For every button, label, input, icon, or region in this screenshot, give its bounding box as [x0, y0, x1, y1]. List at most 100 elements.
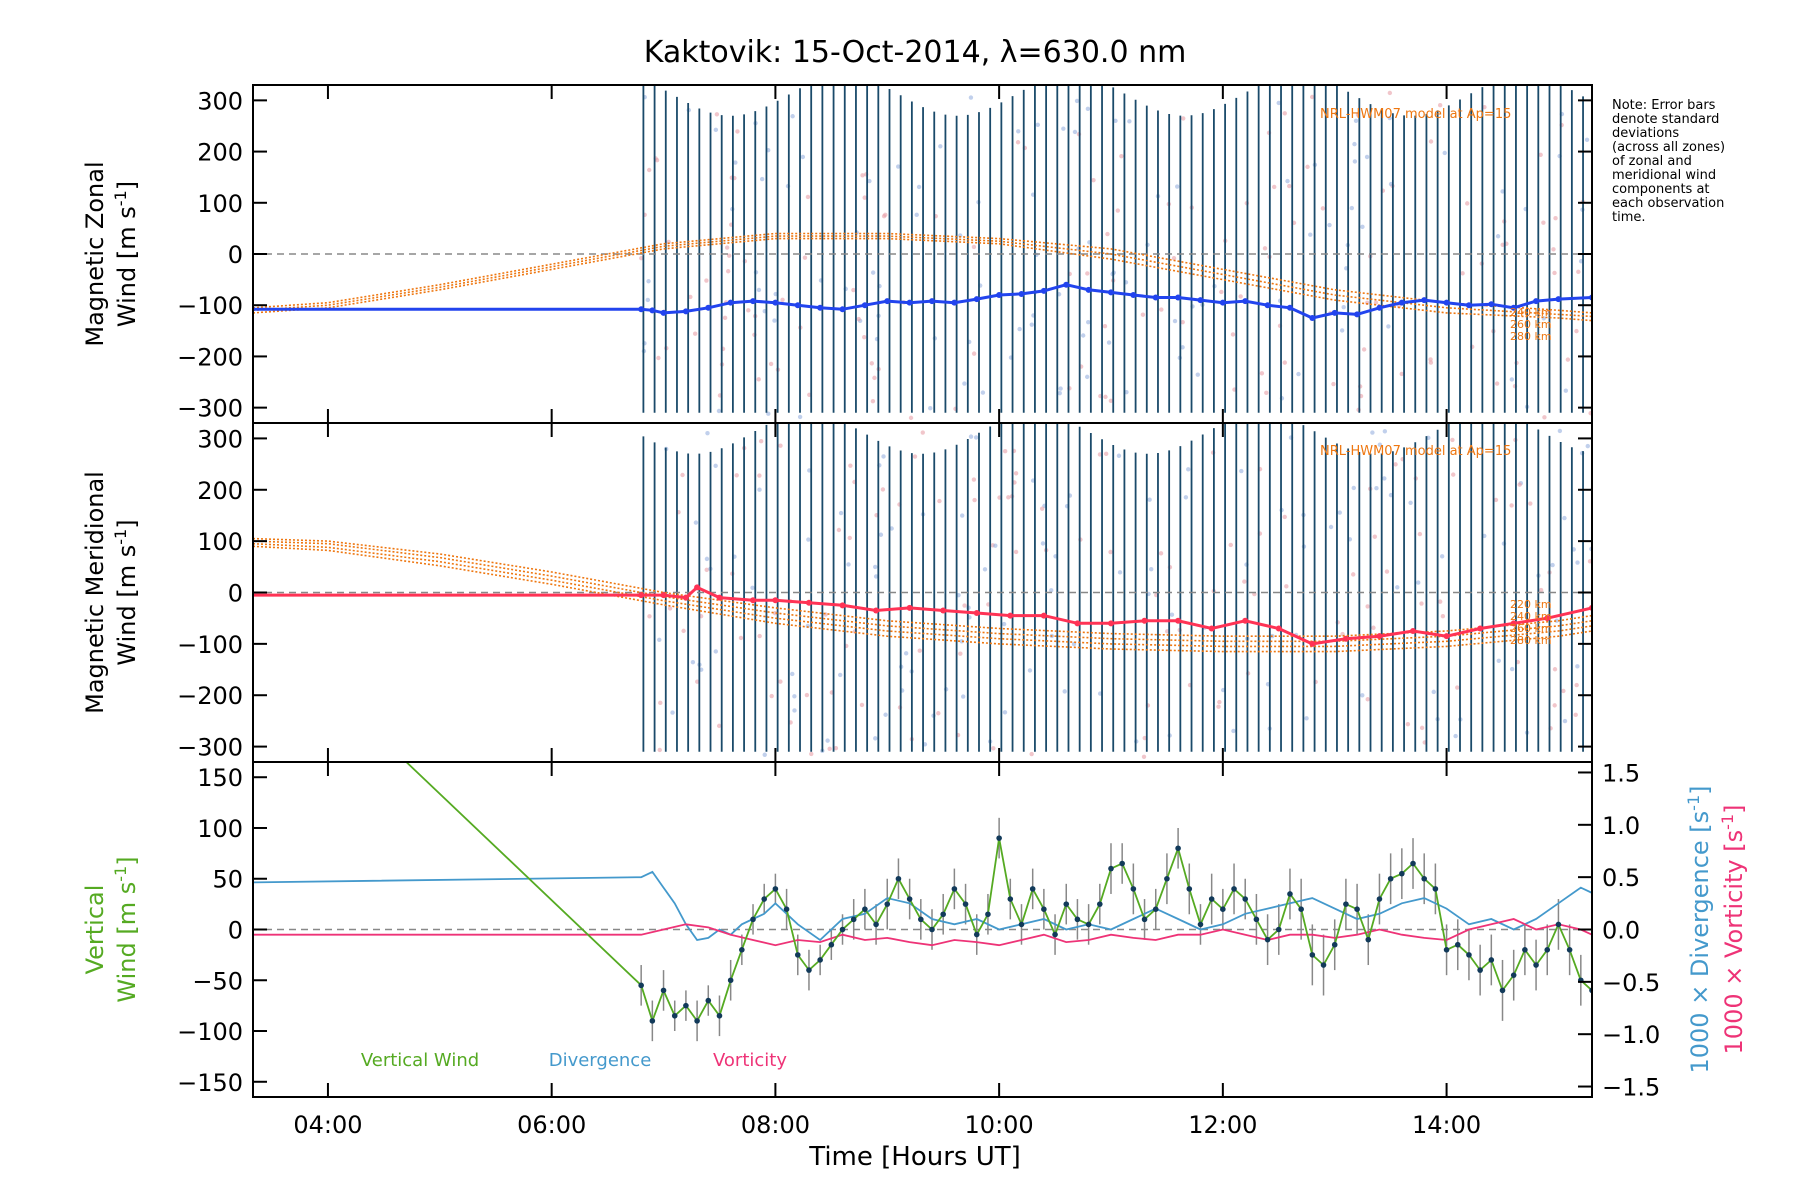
mean-wind-point: [1063, 281, 1070, 288]
mean-wind-point: [906, 299, 913, 306]
vertical-wind-point: [1197, 921, 1204, 928]
mean-wind-point: [1443, 633, 1450, 640]
zone-sample-point: [1353, 118, 1359, 124]
mean-wind-point: [1398, 299, 1405, 306]
zone-sample-point: [724, 245, 730, 250]
zone-sample-point: [870, 270, 876, 275]
zone-sample-point: [1183, 495, 1189, 500]
mean-wind-point: [750, 298, 757, 305]
mean-wind-point: [884, 298, 891, 305]
zone-sample-point: [1057, 390, 1062, 396]
mean-wind-point: [694, 584, 701, 591]
vertical-wind-point: [1365, 936, 1372, 943]
zone-sample-point: [658, 700, 663, 706]
zone-sample-point: [1337, 510, 1342, 515]
zone-sample-point: [958, 651, 963, 656]
zone-sample-point: [1086, 319, 1091, 325]
zone-sample-point: [1049, 588, 1054, 593]
zone-sample-point: [1453, 733, 1458, 739]
zone-sample-point: [804, 692, 810, 698]
zone-sample-point: [1351, 485, 1356, 491]
zone-sample-point: [1127, 119, 1132, 124]
hwm-altitude-label: 240 km: [1510, 610, 1552, 623]
zone-sample-point: [959, 639, 964, 644]
zone-sample-point: [1259, 371, 1265, 376]
zone-sample-point: [1387, 115, 1392, 121]
zone-sample-point: [1365, 697, 1370, 702]
mean-wind-point: [951, 299, 958, 306]
mean-wind-point: [649, 307, 656, 314]
zone-sample-point: [962, 381, 967, 386]
zone-sample-point: [757, 473, 762, 478]
zone-sample-point: [1015, 140, 1021, 145]
zone-sample-point: [722, 315, 728, 321]
zone-sample-point: [656, 355, 661, 361]
vertical-wind-point: [1477, 967, 1483, 973]
y-tick-label: −150: [177, 1069, 243, 1097]
mean-wind-point: [1264, 302, 1271, 309]
zone-sample-point: [805, 194, 811, 200]
zone-sample-point: [1565, 357, 1571, 362]
zone-sample-point: [1195, 372, 1200, 377]
zone-sample-point: [1124, 389, 1129, 395]
zone-sample-point: [690, 659, 696, 665]
zone-sample-point: [1387, 90, 1393, 96]
zone-sample-point: [860, 173, 865, 178]
vertical-wind-point: [1007, 896, 1014, 902]
zone-sample-point: [1352, 159, 1358, 164]
y-tick-label: −300: [177, 734, 243, 762]
zone-sample-point: [960, 513, 965, 518]
zone-sample-point: [756, 377, 761, 382]
zone-sample-point: [725, 269, 731, 274]
vertical-wind-point: [929, 926, 935, 933]
y-tick-label: 200: [197, 139, 243, 167]
note-line: Note: Error bars: [1612, 98, 1716, 113]
zone-sample-point: [1575, 560, 1580, 565]
hwm-altitude-label: 280 km: [1510, 330, 1552, 343]
vertical-wind-point: [683, 1002, 689, 1009]
vertical-wind-point: [1208, 896, 1215, 902]
vertical-wind-point: [918, 916, 924, 923]
y-tick-label: 300: [197, 87, 243, 115]
zone-sample-point: [889, 526, 894, 531]
zone-sample-point: [1538, 587, 1544, 593]
zone-sample-point: [851, 287, 856, 293]
zone-sample-point: [1242, 579, 1247, 584]
zone-sample-point: [1296, 371, 1301, 377]
zone-sample-point: [1552, 667, 1558, 672]
zone-sample-point: [1172, 318, 1178, 324]
zone-sample-point: [1372, 534, 1378, 539]
zone-sample-point: [1438, 599, 1443, 604]
zone-sample-point: [1180, 320, 1185, 325]
zone-sample-point: [772, 318, 777, 323]
y-tick-label: 0: [228, 580, 243, 608]
mean-wind-point: [1152, 294, 1159, 301]
zone-sample-point: [862, 195, 867, 200]
y-axis-label: Magnetic Meridional: [81, 471, 109, 714]
vertical-wind-point: [1544, 947, 1551, 953]
zone-sample-point: [1352, 141, 1357, 147]
vertical-wind-point: [828, 941, 835, 948]
zone-sample-point: [792, 708, 797, 713]
zone-sample-point: [1562, 515, 1567, 521]
y-tick-label: −100: [177, 292, 243, 320]
zone-sample-point: [1039, 506, 1045, 511]
zone-sample-point: [1437, 103, 1443, 108]
y-axis-label-superscript: -1: [111, 866, 130, 882]
mean-wind-point: [1141, 617, 1148, 624]
vertical-wind-point: [973, 931, 980, 938]
zone-sample-point: [1393, 462, 1398, 467]
mean-wind-point: [1175, 617, 1182, 624]
mean-wind-point: [1376, 633, 1383, 640]
x-tick-label: 12:00: [1188, 1111, 1257, 1139]
zone-sample-point: [1158, 551, 1164, 556]
y2-tick-label: 0.5: [1602, 864, 1640, 892]
zone-sample-point: [1364, 154, 1370, 160]
zone-sample-point: [916, 184, 922, 190]
zone-sample-point: [1417, 531, 1423, 537]
mean-wind-point: [660, 309, 667, 316]
mean-wind-point: [682, 308, 689, 315]
zone-sample-point: [695, 679, 700, 684]
zone-sample-point: [688, 294, 693, 300]
zone-sample-point: [1428, 360, 1434, 365]
